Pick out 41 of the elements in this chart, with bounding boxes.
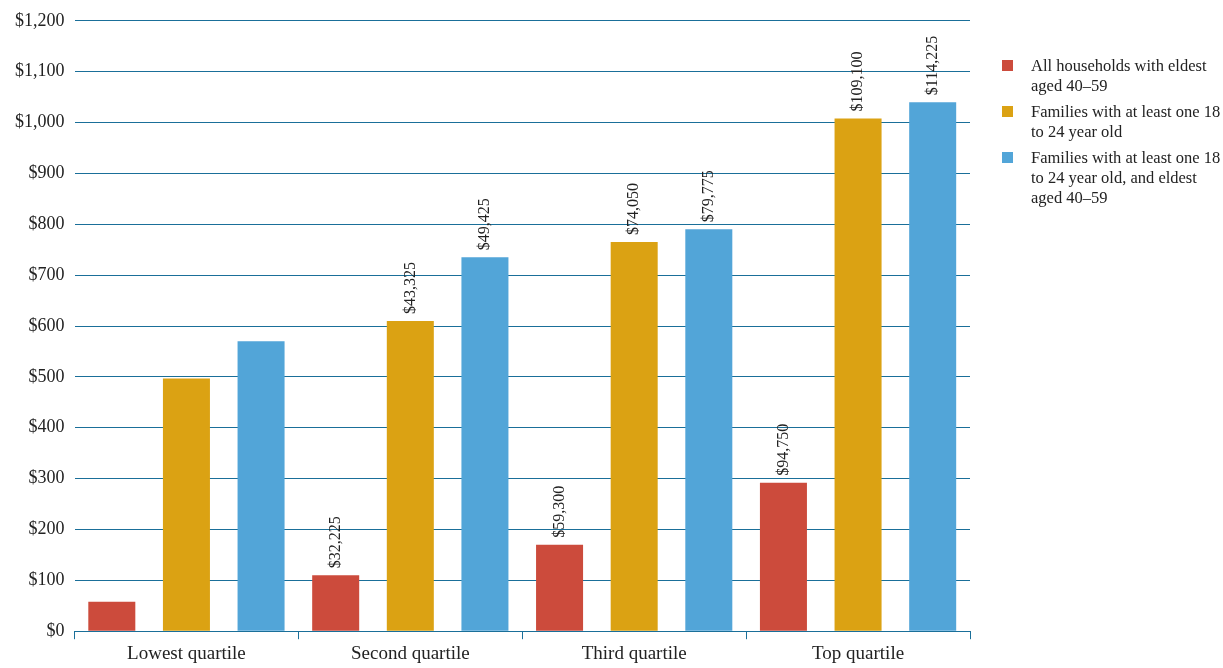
x-tick-label: Third quartile: [581, 641, 687, 663]
x-tick-label: Top quartile: [812, 641, 905, 663]
bar: [685, 229, 733, 631]
annotation: $59,300: [549, 485, 567, 538]
y-tick-label: $1,100: [15, 60, 65, 81]
annotation: $49,425: [475, 198, 493, 251]
bar: [461, 257, 509, 631]
bar: [834, 118, 882, 631]
y-tick-label: $500: [28, 365, 65, 386]
y-tick-label: $700: [28, 263, 65, 284]
legend-label: Families with at least one 18 to 24 year old, and eldest aged 40–59: [1031, 148, 1222, 208]
bar: [386, 320, 434, 631]
annotation: $109,100: [848, 51, 866, 112]
x-tick-label: Second quartile: [350, 641, 470, 663]
annotation: $43,325: [400, 261, 418, 314]
y-tick-label: $200: [28, 518, 65, 539]
bar: [162, 378, 210, 631]
bar: [759, 482, 807, 631]
y-tick-label: $400: [28, 416, 65, 437]
y-tick-label: $100: [28, 569, 65, 590]
bar: [312, 575, 360, 631]
bar: [536, 544, 584, 631]
legend-label: Families with at least one 18 to 24 year old: [1031, 102, 1222, 142]
bar: [88, 601, 136, 631]
annotation: $32,225: [325, 516, 343, 569]
legend-label: All households with eldest aged 40–59: [1031, 56, 1208, 96]
y-tick-label: $1,000: [15, 111, 65, 132]
annotation: $94,750: [773, 423, 791, 476]
annotation: $74,050: [624, 183, 642, 236]
y-tick-label: $600: [28, 314, 65, 335]
y-tick-label: $1,200: [15, 9, 65, 30]
annotation: $114,225: [922, 35, 940, 96]
y-tick-label: $0: [46, 619, 65, 640]
annotation: $79,775: [699, 170, 717, 223]
bar: [610, 242, 658, 631]
x-tick-label: Lowest quartile: [127, 641, 246, 663]
bar: [909, 102, 957, 631]
y-tick-label: $300: [28, 467, 65, 488]
bar: [237, 341, 285, 631]
y-tick-label: $800: [28, 213, 65, 233]
y-tick-label: $900: [28, 162, 65, 183]
